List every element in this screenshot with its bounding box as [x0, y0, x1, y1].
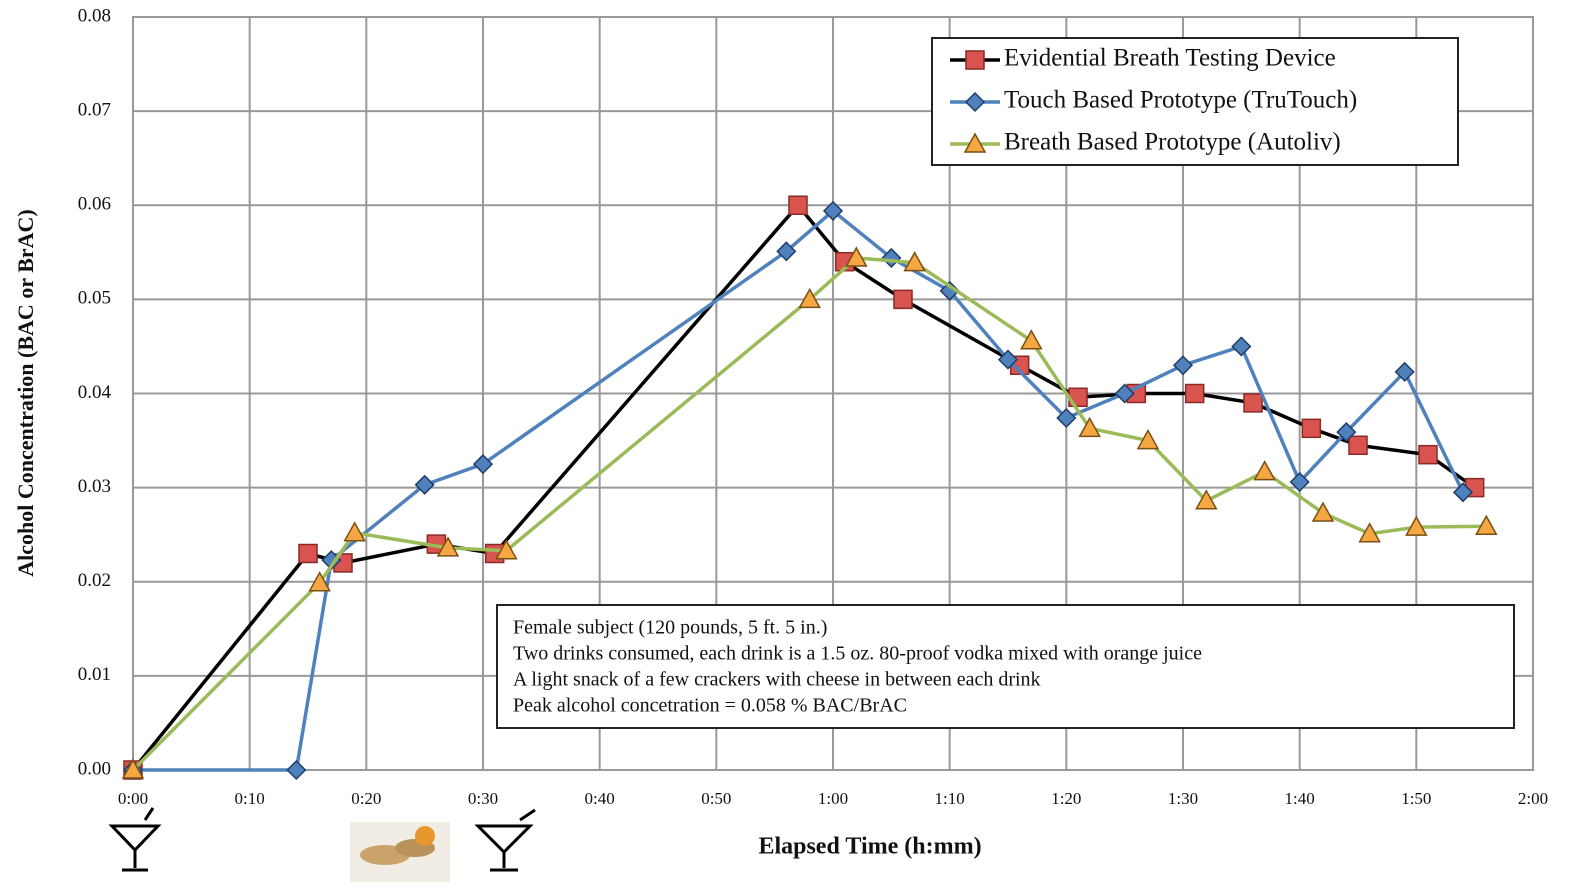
x-tick-label: 0:30 — [468, 789, 498, 808]
legend-label: Breath Based Prototype (Autoliv) — [1004, 129, 1341, 156]
y-tick-label: 0.07 — [78, 99, 111, 120]
x-tick-label: 0:50 — [701, 789, 731, 808]
y-tick-label: 0.08 — [78, 5, 111, 26]
x-tick-label: 0:10 — [235, 789, 265, 808]
x-tick-label: 0:40 — [585, 789, 615, 808]
martini-icon — [478, 810, 535, 870]
marker — [1302, 419, 1320, 437]
y-tick-label: 0.04 — [78, 382, 112, 403]
marker — [1419, 446, 1437, 464]
y-axis-title: Alcohol Concentration (BAC or BrAC) — [13, 209, 38, 576]
x-tick-label: 2:00 — [1518, 789, 1548, 808]
annotation-text: Two drinks consumed, each drink is a 1.5… — [513, 643, 1202, 665]
x-tick-label: 1:10 — [935, 789, 965, 808]
legend-marker — [966, 51, 984, 69]
x-tick-label: 1:50 — [1401, 789, 1431, 808]
x-tick-label: 1:00 — [818, 789, 848, 808]
snack-icon — [350, 822, 450, 882]
y-tick-label: 0.01 — [78, 664, 111, 685]
annotation-text: Peak alcohol concetration = 0.058 % BAC/… — [513, 695, 907, 717]
x-tick-label: 0:00 — [118, 789, 148, 808]
y-tick-label: 0.02 — [78, 570, 111, 591]
legend-label: Evidential Breath Testing Device — [1004, 45, 1336, 72]
x-tick-label: 1:40 — [1285, 789, 1315, 808]
x-tick-label: 1:20 — [1051, 789, 1081, 808]
annotation-text: A light snack of a few crackers with che… — [513, 669, 1041, 691]
x-tick-label: 1:30 — [1168, 789, 1198, 808]
chart: Elapsed Time (h:mm) Alcohol Concentratio… — [0, 0, 1595, 891]
marker — [299, 545, 317, 563]
martini-icon — [112, 808, 158, 870]
marker — [789, 196, 807, 214]
y-tick-label: 0.00 — [78, 758, 111, 779]
y-tick-label: 0.06 — [78, 194, 111, 215]
marker — [1244, 394, 1262, 412]
marker — [894, 290, 912, 308]
legend-label: Touch Based Prototype (TruTouch) — [1004, 87, 1357, 114]
annotation-text: Female subject (120 pounds, 5 ft. 5 in.) — [513, 617, 827, 639]
y-tick-label: 0.05 — [78, 288, 111, 309]
marker — [1186, 385, 1204, 403]
x-axis-title: Elapsed Time (h:mm) — [758, 834, 981, 860]
y-tick-label: 0.03 — [78, 476, 111, 497]
x-tick-label: 0:20 — [351, 789, 381, 808]
marker — [1349, 436, 1367, 454]
